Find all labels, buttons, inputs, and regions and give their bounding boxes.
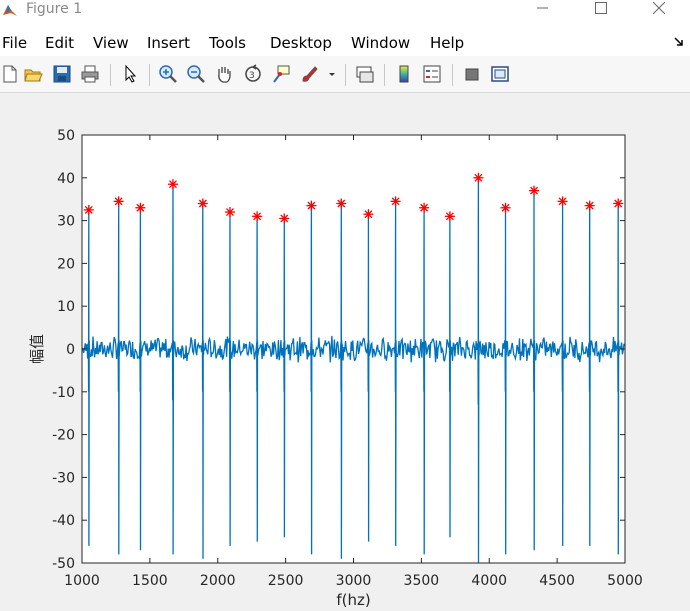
- maximize-icon: [595, 2, 607, 14]
- menu-window[interactable]: Window: [351, 34, 411, 52]
- peak-marker: [167, 179, 178, 190]
- peak-marker: [473, 172, 484, 183]
- signal-line: [82, 177, 625, 564]
- menu-tools[interactable]: Tools: [209, 34, 246, 52]
- y-tick-label: -50: [52, 556, 75, 572]
- x-tick-label: 2000: [200, 573, 236, 589]
- peak-marker: [135, 202, 146, 213]
- legend-icon[interactable]: [422, 64, 442, 84]
- zoom-out-icon[interactable]: [186, 64, 206, 84]
- y-tick-label: 40: [57, 171, 75, 187]
- peak-marker: [279, 213, 290, 224]
- minimize-icon: [537, 7, 548, 9]
- menu-edit[interactable]: Edit: [45, 34, 75, 52]
- y-tick-label: -20: [52, 428, 75, 444]
- brush-dropdown-icon[interactable]: [326, 64, 338, 84]
- peak-marker: [336, 198, 347, 209]
- peak-marker: [613, 198, 624, 209]
- peak-marker: [306, 200, 317, 211]
- peak-marker: [252, 211, 263, 222]
- zoom-in-icon[interactable]: [158, 64, 178, 84]
- new-figure-icon[interactable]: [0, 64, 20, 84]
- menu-bar: File Edit View Insert Tools Desktop Wind…: [0, 30, 690, 56]
- peak-marker: [224, 207, 235, 218]
- menu-desktop[interactable]: Desktop: [270, 34, 332, 52]
- peak-marker: [584, 200, 595, 211]
- peak-marker: [444, 211, 455, 222]
- hide-plot-tools-icon[interactable]: [462, 64, 482, 84]
- y-tick-label: -30: [52, 470, 75, 486]
- menu-help[interactable]: Help: [430, 34, 465, 52]
- rotate-3d-icon[interactable]: 3: [243, 64, 263, 84]
- y-axis-label: 幅值: [28, 334, 46, 364]
- peak-marker: [83, 204, 94, 215]
- peak-marker: [557, 196, 568, 207]
- print-icon[interactable]: [80, 64, 100, 84]
- open-file-icon[interactable]: [23, 64, 43, 84]
- window-title: Figure 1: [26, 1, 83, 17]
- peak-marker: [529, 185, 540, 196]
- close-icon: [653, 2, 665, 14]
- peak-marker: [390, 196, 401, 207]
- y-tick-label: -10: [52, 385, 75, 401]
- menu-insert[interactable]: Insert: [147, 34, 191, 52]
- x-axis-label: f(hz): [336, 591, 370, 609]
- pan-hand-icon[interactable]: [214, 64, 234, 84]
- menu-file[interactable]: File: [2, 34, 28, 52]
- x-tick-label: 1500: [132, 573, 168, 589]
- colorbar-icon[interactable]: [394, 64, 414, 84]
- show-plot-tools-icon[interactable]: [490, 64, 510, 84]
- toolbar-separator: [110, 64, 111, 86]
- toolbar-separator: [384, 64, 385, 86]
- x-tick-label: 1000: [64, 573, 100, 589]
- maximize-button[interactable]: [578, 0, 624, 18]
- minimize-button[interactable]: [520, 0, 566, 18]
- chart[interactable]: 1000 1500 2000 2500 3000 3500 4000 4500 5000 -50 -…: [0, 93, 690, 611]
- x-tick-label: 3500: [404, 573, 440, 589]
- dock-arrow-icon[interactable]: [674, 37, 684, 47]
- toolbar-separator: [149, 64, 150, 86]
- y-tick-label: 10: [57, 299, 75, 315]
- window-title-bar: Figure 1: [0, 0, 690, 30]
- toolbar-separator: [452, 64, 453, 86]
- peak-marker: [500, 202, 511, 213]
- svg-text:3: 3: [249, 71, 255, 81]
- brush-icon[interactable]: [300, 64, 320, 84]
- peak-marker: [113, 196, 124, 207]
- save-icon[interactable]: [52, 64, 72, 84]
- y-tick-label: 20: [57, 256, 75, 272]
- pointer-icon[interactable]: [120, 64, 140, 84]
- menu-view[interactable]: View: [93, 34, 129, 52]
- x-tick-label: 5000: [607, 573, 643, 589]
- y-tick-label: 0: [66, 342, 75, 358]
- peak-marker: [363, 209, 374, 220]
- close-button[interactable]: [636, 0, 682, 18]
- x-tick-label: 2500: [268, 573, 304, 589]
- y-tick-label: -40: [52, 513, 75, 529]
- x-tick-label: 4000: [471, 573, 507, 589]
- x-tick-label: 3000: [336, 573, 372, 589]
- link-plot-icon[interactable]: [355, 64, 375, 84]
- data-cursor-icon[interactable]: [271, 64, 291, 84]
- x-tick-label: 4500: [539, 573, 575, 589]
- figure-toolbar: 3: [0, 56, 690, 93]
- y-tick-label: 50: [57, 128, 75, 144]
- toolbar-separator: [345, 64, 346, 86]
- figure-canvas: 1000 1500 2000 2500 3000 3500 4000 4500 5000 -50 -…: [0, 93, 690, 611]
- matlab-logo-icon: [3, 5, 17, 16]
- peak-marker: [197, 198, 208, 209]
- y-tick-label: 30: [57, 214, 75, 230]
- peak-marker: [419, 202, 430, 213]
